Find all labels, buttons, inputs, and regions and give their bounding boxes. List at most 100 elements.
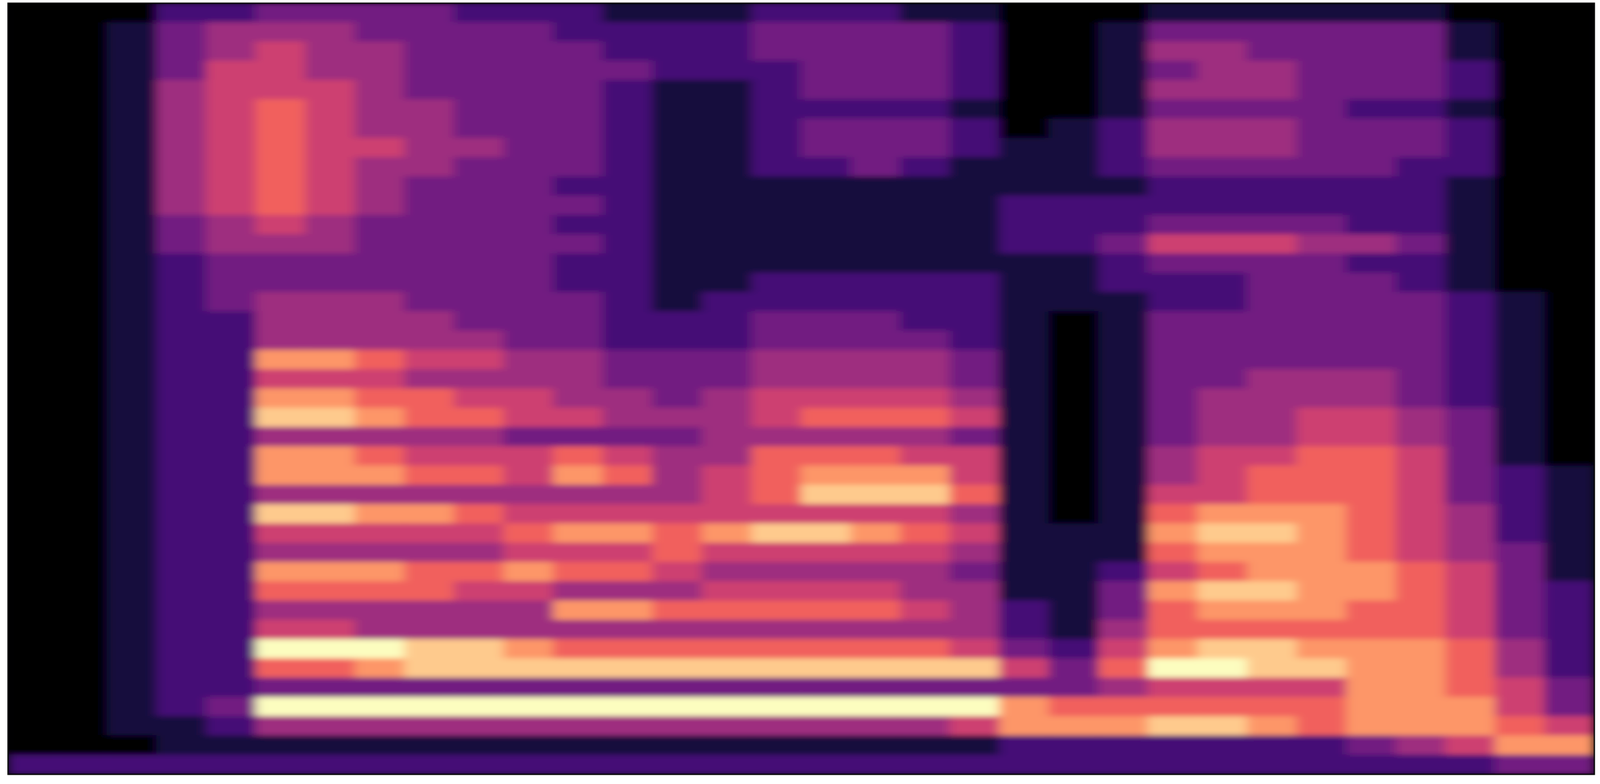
heatmap-cell [850,600,902,621]
heatmap-cell [106,619,158,640]
heatmap-cell [651,60,703,81]
heatmap-cell [1098,157,1149,178]
heatmap-cell [1345,735,1397,756]
heatmap-cell [404,214,455,235]
heatmap-cell [1345,253,1397,274]
heatmap-cell [56,99,108,120]
heatmap-cell [206,368,257,389]
heatmap-cell [1345,291,1397,312]
heatmap-cell [503,619,554,640]
heatmap-cell [1197,446,1249,467]
heatmap-cell [1345,311,1397,332]
heatmap-cell [949,330,1001,351]
heatmap-cell [998,80,1050,101]
heatmap-cell [1197,22,1249,43]
heatmap-cell [404,388,455,409]
heatmap-cell [751,22,802,43]
heatmap-cell [602,446,654,467]
heatmap-cell [949,22,1001,43]
heatmap-cell [8,427,58,448]
heatmap-cell [1098,80,1149,101]
heatmap-cell [1147,619,1199,640]
heatmap-cell [1494,504,1546,525]
heatmap-cell [404,696,455,717]
heatmap-cell [1147,272,1199,293]
heatmap-cell [8,80,58,101]
heatmap-cell [206,542,257,563]
heatmap-cell [1445,368,1496,389]
heatmap-cell [1048,99,1099,120]
heatmap-cell [900,253,951,274]
heatmap-cell [1494,446,1546,467]
heatmap-cell [1395,561,1447,582]
heatmap-cell [602,137,654,158]
heatmap-cell [602,118,654,139]
heatmap-cell [8,330,58,351]
heatmap-cell [998,735,1050,756]
heatmap-cell [305,234,356,255]
heatmap-cell [602,542,654,563]
heatmap-cell [1247,214,1298,235]
heatmap-cell [1197,253,1249,274]
heatmap-cell [701,542,752,563]
heatmap-cell [156,696,207,717]
heatmap-cell [553,638,604,659]
heatmap-cell [1098,176,1149,197]
heatmap-cell [553,523,604,544]
heatmap-cell [1247,600,1298,621]
heatmap-cell [553,600,604,621]
heatmap-cell [8,22,58,43]
heatmap-cell [1098,504,1149,525]
heatmap-cell [1544,195,1595,216]
heatmap-cell [56,388,108,409]
heatmap-cell [900,465,951,486]
heatmap-cell [751,523,802,544]
heatmap-cell [1098,60,1149,81]
heatmap-cell [404,677,455,698]
heatmap-cell [453,214,505,235]
heatmap-cell [1247,80,1298,101]
heatmap-cell [1345,137,1397,158]
heatmap-cell [751,311,802,332]
heatmap-cell [1247,465,1298,486]
heatmap-cell [751,137,802,158]
heatmap-cell [1445,41,1496,62]
heatmap-cell [553,291,604,312]
heatmap-cell [305,484,356,506]
heatmap-cell [1247,22,1298,43]
heatmap-cell [751,3,802,24]
heatmap-cell [354,754,405,775]
heatmap-cell [651,41,703,62]
heatmap-cell [850,561,902,582]
heatmap-cell [553,677,604,698]
heatmap-cell [206,41,257,62]
heatmap-cell [1494,349,1546,370]
heatmap-cell [8,619,58,640]
heatmap-cell [651,80,703,101]
heatmap-cell [800,214,852,235]
heatmap-cell [453,349,505,370]
heatmap-cell [850,696,902,717]
heatmap-cell [1197,504,1249,525]
heatmap-cell [1544,754,1595,775]
heatmap-cell [1296,80,1347,101]
heatmap-cell [651,561,703,582]
heatmap-cell [206,272,257,293]
heatmap-cell [206,349,257,370]
heatmap-cell [998,542,1050,563]
heatmap-cell [206,330,257,351]
heatmap-cell [1048,427,1099,448]
heatmap-cell [1395,272,1447,293]
heatmap-cell [404,427,455,448]
heatmap-cell [1445,60,1496,81]
heatmap-cell [751,715,802,736]
heatmap-cell [106,253,158,274]
heatmap-cell [998,677,1050,698]
heatmap-cell [701,272,752,293]
heatmap-cell [1494,388,1546,409]
heatmap-cell [1247,696,1298,717]
heatmap-cell [1197,368,1249,389]
heatmap-cell [206,523,257,544]
heatmap-cell [503,600,554,621]
heatmap-cell [206,427,257,448]
